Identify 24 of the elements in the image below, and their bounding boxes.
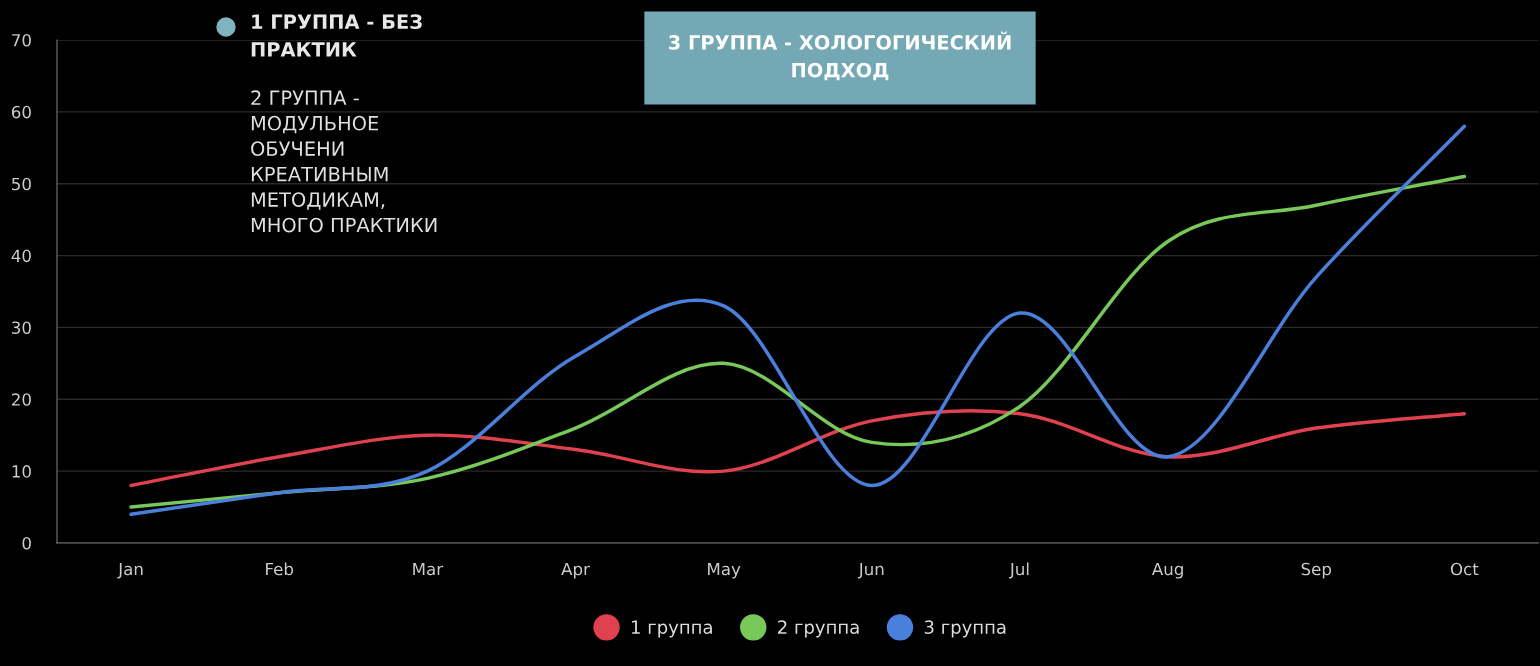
x-tick-label: Aug (1151, 562, 1183, 579)
legend-label: 2 группа (778, 620, 859, 638)
x-tick-label: Feb (266, 562, 294, 576)
annotation: 2 ГРУППА - МОДУЛЬНОЕ ОБУЧЕНИ КРЕАТИВНЫМ МЕТОДИКАМ, МНОГО ПРАКТИКИ (251, 90, 437, 233)
x-tick-label: Mar (413, 562, 444, 576)
y-tick-label: 60 (11, 105, 31, 119)
x-tick-label: Jul (1009, 562, 1029, 579)
x-tick-label: Jan (117, 562, 143, 579)
x-tick-label: May (708, 562, 741, 579)
annotation: 3 ГРУППА - ХОЛОГОГИЧЕСКИЙ ПОДХОД (668, 31, 1011, 81)
y-tick-label: 10 (12, 465, 31, 478)
y-tick-label: 70 (12, 33, 31, 47)
y-tick-label: 0 (22, 536, 31, 550)
x-tick-label: Oct (1450, 562, 1479, 576)
x-tick-label: Jun (857, 562, 884, 579)
legend-label: 3 группа (924, 620, 1006, 638)
y-tick-label: 40 (11, 249, 31, 263)
y-tick-label: 30 (12, 321, 31, 334)
x-tick-label: Sep (1301, 562, 1332, 579)
annotation: 1 ГРУППА - БЕЗ ПРАКТИК (251, 14, 422, 57)
y-tick-label: 50 (12, 177, 31, 191)
y-tick-label: 20 (12, 393, 31, 406)
legend-label: 1 группа (631, 620, 712, 638)
x-tick-label: Apr (561, 562, 590, 579)
